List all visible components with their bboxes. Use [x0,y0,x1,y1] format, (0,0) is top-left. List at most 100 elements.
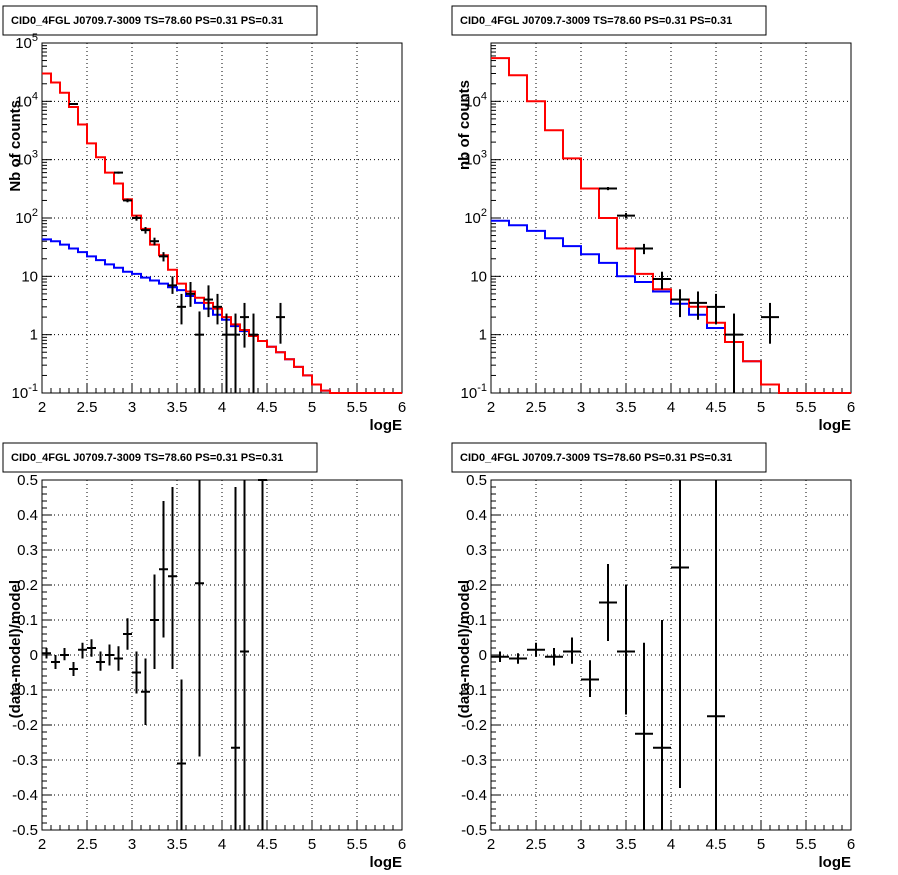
chart-panel-2: CID0_4FGL J0709.7-3009 TS=78.60 PS=0.31 … [451,5,855,434]
data-point [150,237,159,246]
y-tick-label: 10-1 [461,382,487,402]
data-point [249,313,258,393]
residual-point [60,648,69,661]
residual-point [159,501,168,638]
x-tick-label: 6 [847,399,855,416]
y-axis-label: (data-model)/model [7,580,24,718]
x-tick-label: 2 [38,399,46,416]
y-tick-label: 105 [15,32,38,52]
y-tick-label: 103 [15,149,38,169]
y-axis: -0.5 -0.4 -0.3 -0.2 -0.1 0 0.1 0.2 0.3 0.4 0.5 [12,472,402,839]
x-tick-label: 6 [398,399,406,416]
residual-point [563,637,581,664]
x-tick-label: 5 [757,836,765,853]
data-point [195,311,204,393]
residual-point [96,651,105,671]
y-axis: 10-1 1 10 102 103 104 105 [12,32,402,402]
x-tick-label: 3.5 [167,399,188,416]
panel-title-box [2,442,318,473]
x-tick-label: 3 [128,399,136,416]
panel-title: CID0_4FGL J0709.7-3009 TS=78.60 PS=0.31 … [11,452,283,464]
residual-point [141,658,150,725]
x-tick-label: 3.5 [167,836,188,853]
x-axis: 2 2.5 3 3.5 4 4.5 5 5.5 6 [38,43,406,416]
x-tick-label: 6 [398,836,406,853]
y-tick-label: 0 [479,647,487,664]
residual-point [635,642,653,830]
data-point [114,171,123,174]
data-point [159,252,168,262]
x-axis: 2 2.5 3 3.5 4 4.5 5 5.5 6 [487,480,855,853]
y-tick-label: 0.3 [466,542,487,559]
x-tick-label: 4.5 [257,399,278,416]
x-axis: 2 2.5 3 3.5 4 4.5 5 5.5 6 [38,480,406,853]
y-tick-label: 0.2 [466,577,487,594]
x-axis-label: logE [370,854,403,871]
residual-point [258,479,267,830]
x-tick-label: 2 [487,836,495,853]
chart-panel-4: CID0_4FGL J0709.7-3009 TS=78.60 PS=0.31 … [451,442,855,871]
chart-panel-1: CID0_4FGL J0709.7-3009 TS=78.60 PS=0.31 … [2,5,406,434]
x-tick-label: 5.5 [796,399,817,416]
x-tick-label: 4 [667,399,675,416]
data-point [186,281,195,307]
y-tick-label: -0.5 [12,822,38,839]
y-tick-label: -0.4 [461,787,487,804]
x-axis-label: logE [819,417,852,434]
y-tick-label: 1 [479,327,487,344]
data-point [276,302,285,344]
y-axis: 10-1 1 10 102 103 104 [461,42,851,402]
x-tick-label: 4.5 [706,399,727,416]
residual-point [78,642,87,659]
residual-point [195,480,204,757]
panel-title-box [451,442,767,473]
y-tick-label: -0.3 [461,752,487,769]
residual-point [617,585,635,715]
data-point [69,103,78,106]
y-tick-label: 10 [470,268,487,285]
panel-title: CID0_4FGL J0709.7-3009 TS=78.60 PS=0.31 … [460,15,732,27]
x-tick-label: 2.5 [77,399,98,416]
model-histogram-total [491,57,851,394]
x-tick-label: 2.5 [77,836,98,853]
y-tick-label: 103 [464,149,487,169]
data-point [617,212,635,219]
model-histogram-total [42,72,402,394]
y-tick-label: -0.4 [12,787,38,804]
panel-title: CID0_4FGL J0709.7-3009 TS=78.60 PS=0.31 … [460,452,732,464]
residual-point [671,480,689,788]
y-axis: -0.5 -0.4 -0.3 -0.2 -0.1 0 0.1 0.2 0.3 0.4 0.5 [461,472,851,839]
y-tick-label: 0.5 [17,472,38,489]
residual-point [653,620,671,830]
x-tick-label: 4 [218,836,226,853]
y-tick-label: 0.1 [466,612,487,629]
x-tick-label: 5.5 [347,399,368,416]
x-axis-label: logE [370,417,403,434]
data-point [707,293,725,325]
data-point [222,313,231,393]
y-tick-label: 1 [30,327,38,344]
x-tick-label: 4.5 [257,836,278,853]
x-axis: 2 2.5 3 3.5 4 4.5 5 5.5 6 [487,43,855,416]
y-tick-label: 10-1 [12,382,38,402]
data-point [653,271,671,290]
residual-point [42,648,51,659]
residual-point [168,487,177,669]
y-tick-label: 0.3 [17,542,38,559]
y-tick-label: 104 [464,90,487,110]
chart-panel-3: CID0_4FGL J0709.7-3009 TS=78.60 PS=0.31 … [2,442,406,871]
y-tick-label: -0.1 [12,682,38,699]
x-tick-label: 5.5 [347,836,368,853]
x-tick-label: 3 [577,836,585,853]
y-tick-label: 10 [21,268,38,285]
data-point [213,293,222,325]
residual-point [231,487,240,830]
residual-point [51,655,60,669]
data-point [204,285,213,318]
data-point [240,302,249,348]
x-tick-label: 3 [577,399,585,416]
residual-point [491,651,509,662]
x-tick-label: 6 [847,836,855,853]
residual-point [527,642,545,657]
panel-title-box [2,5,318,36]
